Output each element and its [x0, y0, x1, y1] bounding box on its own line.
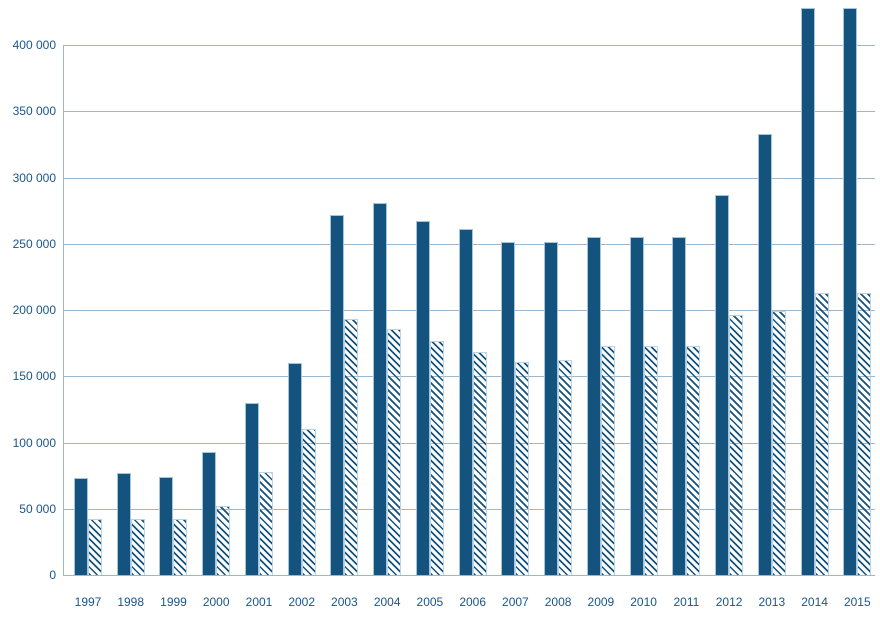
y-tick-label-250000: 250 000 — [12, 236, 56, 251]
bar-hatched-2000 — [216, 506, 231, 575]
bar-solid-2012 — [715, 194, 730, 575]
bar-solid-2007 — [501, 242, 516, 575]
y-tick-label-150000: 150 000 — [12, 369, 56, 384]
x-tick-label-2014: 2014 — [801, 595, 828, 609]
bar-hatched-2001 — [258, 471, 273, 575]
gridline-300000 — [63, 177, 875, 179]
y-tick-label-200000: 200 000 — [12, 303, 56, 317]
bar-hatched-2010 — [643, 345, 658, 575]
bar-hatched-1997 — [88, 519, 102, 575]
bar-hatched-2013 — [771, 311, 786, 575]
x-tick-label-1998: 1998 — [117, 595, 145, 609]
x-tick-label-2008: 2008 — [544, 595, 572, 609]
bar-hatched-2014 — [814, 292, 829, 575]
x-tick-label-2006: 2006 — [459, 595, 487, 609]
bar-solid-2002 — [287, 363, 302, 575]
bar-solid-2014 — [800, 7, 815, 575]
bar-hatched-2015 — [857, 292, 872, 575]
bar-hatched-2006 — [472, 352, 487, 575]
x-tick-label-2000: 2000 — [202, 595, 230, 609]
bar-solid-2005 — [415, 221, 430, 575]
x-tick-label-2011: 2011 — [673, 595, 700, 609]
x-tick-label-2003: 2003 — [331, 595, 358, 609]
y-tick-label-400000: 400 000 — [12, 38, 56, 52]
bar-solid-2009 — [586, 237, 601, 575]
bar-solid-2004 — [373, 202, 388, 575]
bar-hatched-2008 — [558, 360, 573, 576]
bar-solid-2000 — [202, 451, 217, 575]
bar-solid-2008 — [544, 242, 559, 575]
bar-hatched-2007 — [515, 361, 530, 575]
x-tick-label-2009: 2009 — [587, 595, 615, 609]
bar-solid-2011 — [672, 237, 687, 575]
bar-hatched-2004 — [387, 328, 402, 575]
bar-hatched-2012 — [729, 315, 744, 575]
gridline-350000 — [63, 111, 875, 113]
x-tick-label-2002: 2002 — [288, 595, 316, 609]
y-tick-label-100000: 100 000 — [12, 435, 56, 450]
bar-solid-2006 — [458, 229, 473, 575]
y-axis-line — [63, 45, 64, 576]
bar-solid-2010 — [629, 237, 644, 575]
bar-hatched-2011 — [686, 345, 701, 575]
x-tick-label-2007: 2007 — [502, 595, 529, 609]
x-tick-label-2005: 2005 — [416, 595, 444, 609]
x-tick-label-2013: 2013 — [758, 595, 786, 609]
bar-solid-1998 — [116, 473, 131, 575]
x-tick-label-2010: 2010 — [630, 595, 657, 609]
x-tick-label-2001: 2001 — [245, 595, 273, 609]
y-tick-label-350000: 350 000 — [12, 104, 56, 119]
bar-solid-1999 — [159, 476, 174, 575]
y-tick-label-50000: 50 000 — [19, 501, 56, 516]
x-tick-label-2015: 2015 — [843, 595, 871, 609]
x-tick-label-1997: 1997 — [74, 595, 102, 609]
bar-solid-2001 — [244, 402, 259, 576]
gridline-400000 — [63, 45, 875, 46]
y-tick-label-300000: 300 000 — [12, 170, 56, 185]
bar-solid-2003 — [330, 214, 345, 575]
x-tick-label-2012: 2012 — [715, 595, 743, 609]
bar-hatched-2005 — [429, 340, 444, 575]
y-tick-label-0: 0 — [49, 568, 56, 582]
bar-hatched-2003 — [344, 319, 359, 575]
bar-hatched-2009 — [600, 345, 615, 575]
x-tick-label-2004: 2004 — [373, 595, 401, 609]
bar-hatched-2002 — [301, 429, 316, 576]
bar-solid-1997 — [74, 478, 88, 575]
x-tick-label-1999: 1999 — [160, 595, 187, 609]
bar-hatched-1998 — [130, 519, 145, 575]
bar-solid-2013 — [757, 133, 772, 575]
x-axis-line — [63, 575, 875, 576]
bar-hatched-1999 — [173, 519, 188, 575]
bar-solid-2015 — [843, 7, 858, 575]
